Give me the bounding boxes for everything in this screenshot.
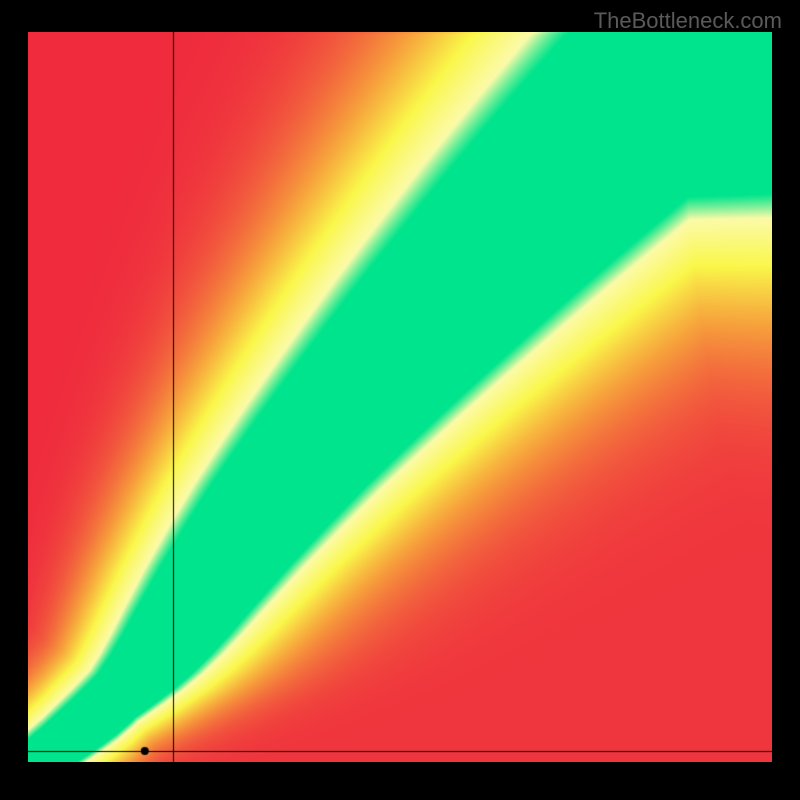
- heatmap-plot: [28, 32, 772, 762]
- watermark-text: TheBottleneck.com: [594, 8, 782, 34]
- chart-container: TheBottleneck.com: [0, 0, 800, 800]
